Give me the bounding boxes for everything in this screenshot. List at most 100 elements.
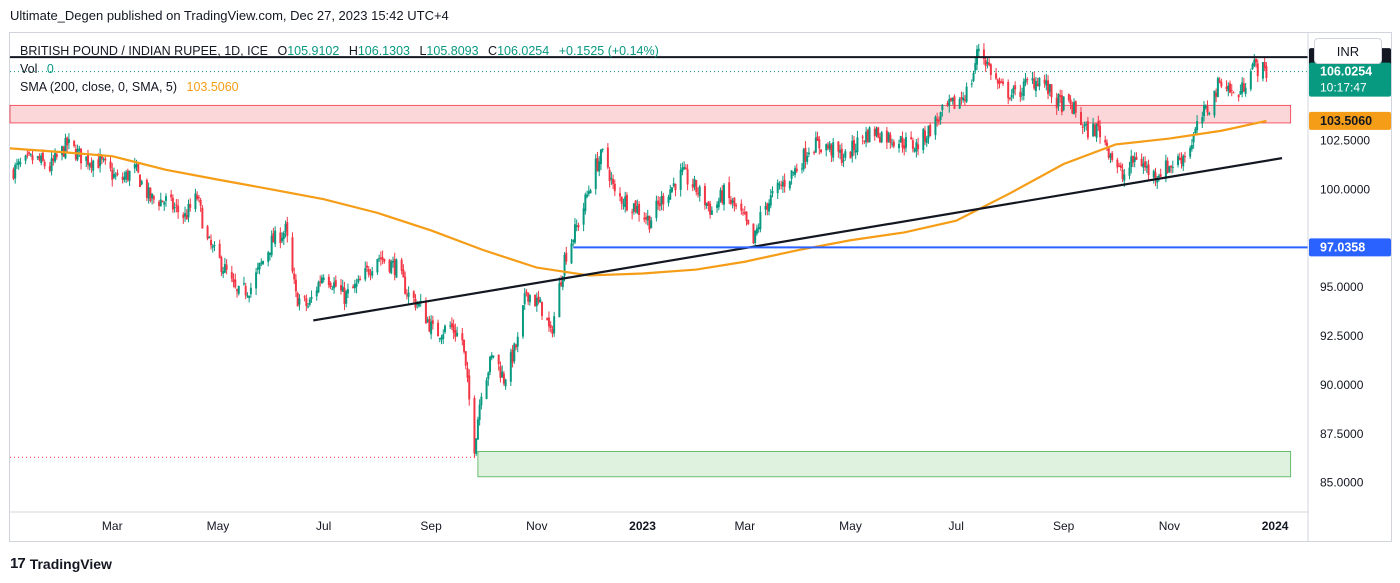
candle-body bbox=[624, 196, 627, 208]
candle-body bbox=[670, 187, 673, 192]
candle-body bbox=[281, 237, 284, 241]
candle-body bbox=[667, 196, 670, 203]
candle-body bbox=[52, 158, 55, 161]
candle-body bbox=[412, 291, 415, 298]
candle-body bbox=[1069, 99, 1072, 105]
x-tick-label: May bbox=[207, 519, 230, 533]
candle-body bbox=[1232, 92, 1235, 94]
candle-body bbox=[456, 332, 459, 336]
candle-body bbox=[721, 190, 724, 203]
candle-body bbox=[1050, 84, 1053, 98]
candle-body bbox=[352, 286, 355, 289]
candle-body bbox=[818, 139, 821, 149]
candle-body bbox=[244, 286, 247, 296]
sma-label[interactable]: SMA (200, close, 0, SMA, 5) bbox=[20, 80, 178, 94]
ascending-trendline bbox=[313, 157, 1283, 322]
candle-body bbox=[839, 150, 842, 153]
candle-body bbox=[768, 203, 771, 212]
candle-body bbox=[925, 138, 928, 144]
candle-body bbox=[24, 155, 27, 161]
candle-body bbox=[151, 193, 154, 199]
candle-body bbox=[601, 148, 604, 150]
candle-body bbox=[407, 292, 410, 297]
volume-label[interactable]: Vol bbox=[20, 62, 38, 76]
candle-body bbox=[986, 61, 989, 65]
symbol-title[interactable]: BRITISH POUND / INDIAN RUPEE, 1D, ICE bbox=[20, 44, 268, 58]
candle-body bbox=[854, 150, 857, 153]
candle-body bbox=[391, 260, 394, 263]
candle-body bbox=[1128, 167, 1131, 176]
candle-body bbox=[1034, 81, 1037, 91]
candle-body bbox=[262, 261, 265, 265]
candle-body bbox=[184, 213, 187, 217]
candle-body bbox=[428, 318, 431, 332]
candle-body bbox=[800, 168, 803, 170]
candle-body bbox=[802, 149, 805, 170]
candle-body bbox=[733, 197, 736, 206]
candle-body bbox=[1164, 160, 1167, 179]
candle-body bbox=[367, 269, 370, 275]
candle-body bbox=[322, 277, 325, 281]
brand-text: TradingView bbox=[29, 555, 112, 572]
candle-body bbox=[1227, 85, 1230, 92]
candle-body bbox=[1130, 156, 1133, 168]
candle-body bbox=[598, 161, 601, 172]
candle-body bbox=[334, 280, 337, 287]
candle-body bbox=[861, 136, 864, 138]
candle-body bbox=[424, 300, 427, 324]
candle-body bbox=[806, 156, 809, 162]
candle-body bbox=[1000, 81, 1003, 83]
candle-body bbox=[849, 151, 852, 159]
candle-body bbox=[764, 206, 767, 210]
x-tick-label: 2023 bbox=[629, 519, 656, 533]
candle-body bbox=[145, 180, 148, 198]
candle-body bbox=[1251, 64, 1254, 69]
candle-body bbox=[719, 190, 722, 202]
candle-body bbox=[416, 303, 419, 305]
candle-body bbox=[1159, 174, 1162, 177]
candle-body bbox=[965, 86, 968, 102]
candle-body bbox=[357, 279, 360, 283]
candle-body bbox=[684, 167, 687, 170]
candle-body bbox=[898, 143, 901, 149]
candle-body bbox=[539, 299, 542, 303]
candle-body bbox=[917, 144, 920, 150]
candle-body bbox=[776, 182, 779, 194]
candle-body bbox=[490, 355, 493, 359]
candle-body bbox=[431, 320, 434, 324]
candle-body bbox=[1229, 83, 1232, 93]
candle-body bbox=[487, 372, 490, 380]
candle-body bbox=[1073, 102, 1076, 114]
candle-body bbox=[234, 279, 237, 288]
candle-body bbox=[740, 203, 743, 211]
candle-body bbox=[643, 217, 646, 220]
candle-body bbox=[135, 165, 138, 167]
candle-body bbox=[683, 167, 686, 170]
sma-200-line bbox=[9, 119, 1267, 277]
candles-layer bbox=[12, 43, 1268, 459]
candle-body bbox=[258, 263, 261, 270]
candle-body bbox=[655, 200, 658, 218]
candle-body bbox=[672, 183, 675, 187]
candle-body bbox=[1242, 83, 1245, 92]
candle-body bbox=[735, 205, 738, 207]
candle-body bbox=[1255, 59, 1258, 63]
candle-body bbox=[1182, 155, 1185, 167]
candle-body bbox=[417, 302, 420, 307]
candle-body bbox=[125, 171, 128, 180]
candle-body bbox=[794, 168, 797, 175]
candle-body bbox=[1055, 97, 1058, 109]
candle-body bbox=[175, 204, 178, 206]
candle-body bbox=[194, 193, 197, 210]
candle-body bbox=[40, 155, 43, 163]
candle-body bbox=[570, 243, 573, 264]
candle-body bbox=[1062, 96, 1065, 111]
candle-body bbox=[820, 149, 823, 153]
red-zone bbox=[9, 104, 1292, 124]
tradingview-brand[interactable]: 17 TradingView bbox=[10, 555, 112, 572]
candle-body bbox=[771, 191, 774, 194]
candle-body bbox=[137, 162, 140, 173]
candle-body bbox=[575, 225, 578, 227]
currency-button[interactable]: INR bbox=[1314, 38, 1382, 64]
candle-body bbox=[1105, 142, 1108, 146]
